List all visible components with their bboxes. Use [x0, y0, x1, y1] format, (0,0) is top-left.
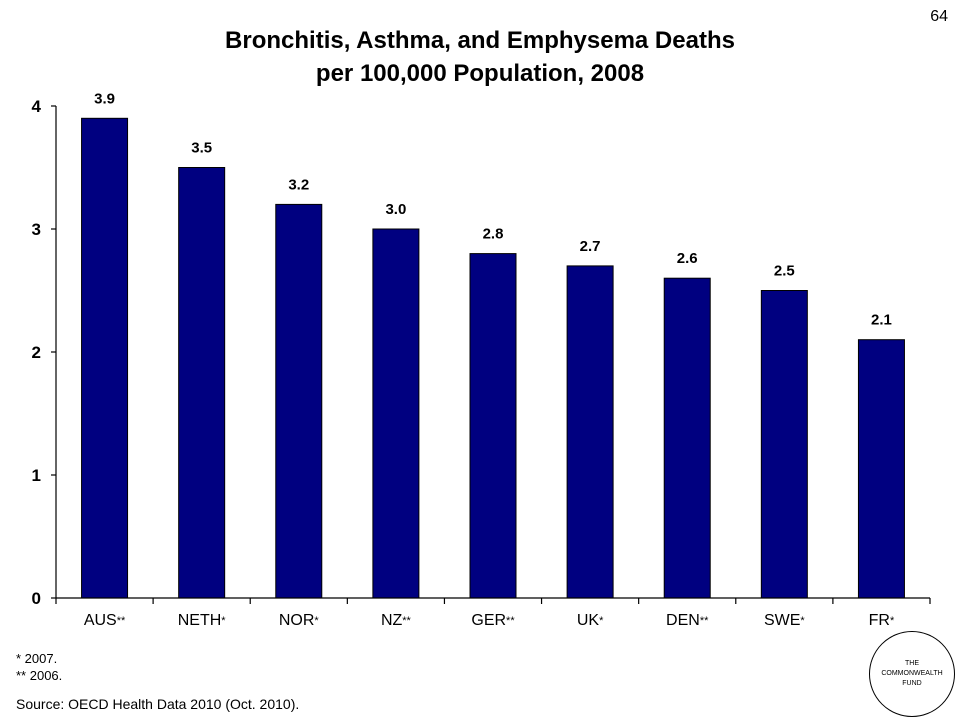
x-tick-label: SWE*	[764, 612, 805, 629]
x-tick-label: DEN**	[666, 612, 709, 629]
y-tick-label: 1	[32, 466, 41, 485]
value-label: 2.5	[774, 263, 795, 280]
y-tick-label: 3	[32, 220, 41, 239]
logo-line-3: FUND	[902, 680, 922, 687]
bar	[178, 167, 226, 599]
bar	[469, 253, 517, 599]
y-tick-label: 4	[32, 97, 42, 116]
bar	[857, 339, 905, 599]
footnote-2007: * 2007.	[16, 651, 58, 666]
logo-line-2: COMMONWEALTH	[881, 670, 943, 677]
x-tick-label: NETH*	[178, 612, 227, 629]
y-tick-label: 0	[32, 589, 41, 608]
value-label: 3.0	[385, 201, 406, 218]
value-label: 2.8	[483, 226, 504, 243]
chart-title-line-1: Bronchitis, Asthma, and Emphysema Deaths	[225, 27, 735, 54]
bar	[760, 290, 808, 599]
y-tick-label: 2	[32, 343, 41, 362]
bar	[663, 277, 711, 599]
slide-number: 64	[930, 8, 948, 25]
value-label: 2.6	[677, 250, 698, 267]
footnote-2006: ** 2006.	[16, 668, 63, 683]
value-label: 3.5	[191, 140, 212, 157]
commonwealth-fund-logo: THE COMMONWEALTH FUND	[869, 631, 955, 717]
y-axis: 0 1 2 3 4	[32, 97, 57, 608]
x-tick-label: AUS**	[84, 612, 126, 629]
chart-title-line-2: per 100,000 Population, 2008	[315, 60, 645, 87]
bar-chart: 0 1 2 3 4 3.9 3.5 3.2 3.0 2.8 2.7 2.6 2.5 2.1 AUS** N…	[32, 90, 931, 629]
value-label: 2.7	[580, 238, 601, 255]
bar	[81, 117, 129, 599]
bars	[81, 117, 905, 599]
bar	[372, 228, 420, 599]
x-tick-label: FR*	[869, 612, 895, 629]
value-label: 2.1	[871, 312, 892, 329]
x-tick-label: NOR*	[279, 612, 320, 629]
x-tick-label: NZ**	[381, 612, 412, 629]
value-label: 3.9	[94, 90, 115, 107]
chart-title: Bronchitis, Asthma, and Emphysema Deaths…	[0, 24, 960, 90]
footnotes: * 2007. ** 2006.	[16, 650, 62, 684]
x-tick-label: GER**	[471, 612, 515, 629]
value-labels: 3.9 3.5 3.2 3.0 2.8 2.7 2.6 2.5 2.1	[94, 90, 892, 328]
bar	[566, 265, 614, 599]
x-axis: AUS** NETH* NOR* NZ** GER** UK* DEN** SWE* FR*	[55, 597, 931, 629]
value-label: 3.2	[288, 176, 309, 193]
source-note: Source: OECD Health Data 2010 (Oct. 2010…	[16, 696, 300, 712]
x-tick-label: UK*	[577, 612, 604, 629]
logo-line-1: THE	[905, 660, 919, 667]
bar	[275, 203, 323, 599]
